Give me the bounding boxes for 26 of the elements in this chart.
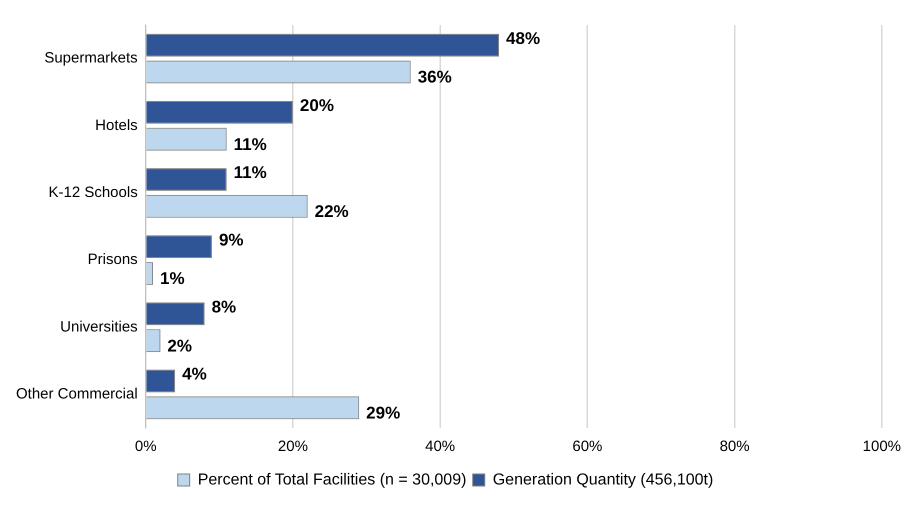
x-tick-label: 40% xyxy=(425,438,456,456)
y-tick-label: K-12 Schools xyxy=(48,184,138,202)
data-label: 11% xyxy=(234,163,267,182)
data-label: 11% xyxy=(234,134,267,154)
y-tick-label: Prisons xyxy=(88,251,138,268)
y-tick-label: Supermarkets xyxy=(44,50,138,67)
legend-label: Percent of Total Facilities (n = 30,009) xyxy=(198,471,466,488)
x-tick-label: 20% xyxy=(278,438,308,456)
y-tick-label: Hotels xyxy=(95,116,138,134)
data-label: 36% xyxy=(418,68,452,87)
x-tick-label: 0% xyxy=(134,438,157,456)
x-tick-label: 80% xyxy=(720,438,750,456)
data-label: 22% xyxy=(314,202,349,222)
y-tick-label: Other Commercial xyxy=(16,386,138,403)
data-label: 2% xyxy=(167,336,192,356)
y-tick-label: Universities xyxy=(60,318,138,336)
data-label: 48% xyxy=(506,28,540,48)
data-label: 9% xyxy=(218,230,244,250)
data-label: 1% xyxy=(160,269,185,288)
data-label: 4% xyxy=(182,364,207,384)
x-tick-label: 60% xyxy=(572,438,602,456)
legend-label: Generation Quantity (456,100t) xyxy=(492,471,714,488)
data-label: 20% xyxy=(300,96,334,116)
x-tick-label: 100% xyxy=(862,438,902,456)
data-label: 8% xyxy=(212,298,236,317)
data-label: 29% xyxy=(366,404,400,423)
